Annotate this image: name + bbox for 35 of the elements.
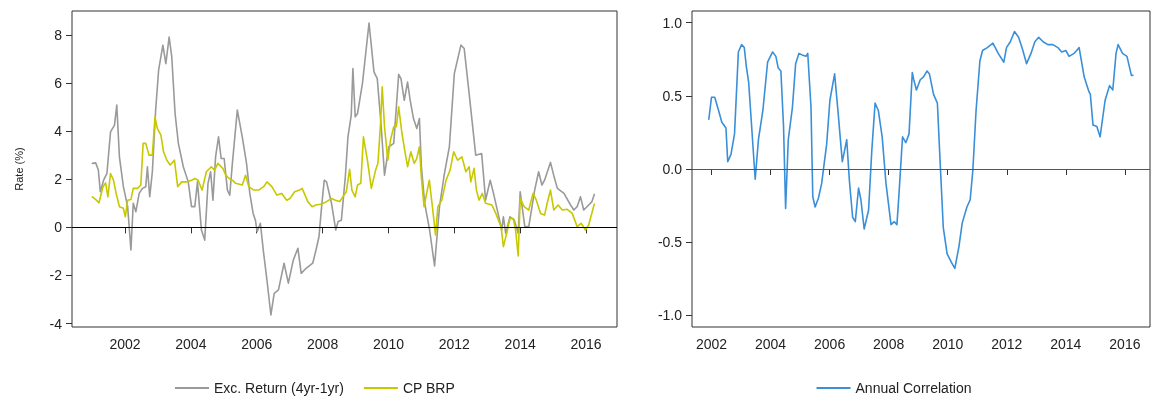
y-tick-label: 0.0 [662, 161, 683, 177]
x-tick-label: 2012 [438, 336, 471, 352]
x-tick-label: 2016 [1109, 336, 1141, 352]
x-tick-label: 2014 [1050, 336, 1082, 352]
y-tick-label: 6 [54, 74, 63, 91]
legend-label: Annual Correlation [855, 380, 972, 396]
x-tick-label: 2006 [814, 336, 846, 352]
y-tick-label: 1.0 [662, 14, 683, 31]
y-tick-label: -1.0 [657, 307, 683, 324]
y-tick-label: -2 [49, 267, 63, 284]
y-tick-label: 0 [54, 219, 63, 236]
y-tick-label: -4 [49, 315, 63, 332]
x-tick-label: 2004 [754, 336, 787, 352]
x-tick-label: 2010 [932, 336, 964, 352]
x-tick-label: 2014 [504, 336, 536, 352]
legend-label: Exc. Return (4yr-1yr) [213, 380, 344, 396]
legend-label: CP BRP [402, 380, 455, 396]
x-tick-label: 2008 [873, 336, 905, 352]
y-axis-title: Rate (%) [12, 147, 25, 191]
x-tick-label: 2008 [307, 336, 339, 352]
x-tick-label: 2016 [570, 336, 602, 352]
line-series [91, 22, 596, 316]
y-tick-label: 2 [54, 171, 63, 188]
x-tick-label: 2012 [991, 336, 1023, 352]
line-series [708, 30, 1134, 270]
y-tick-label: 4 [54, 123, 63, 140]
y-tick-label: 0.5 [662, 87, 683, 104]
x-tick-label: 2002 [695, 336, 728, 352]
x-tick-label: 2004 [175, 336, 207, 352]
y-tick-label: -0.5 [657, 234, 683, 251]
x-tick-label: 2010 [372, 336, 405, 352]
line-series [91, 86, 596, 257]
x-tick-label: 2006 [241, 336, 273, 352]
x-tick-label: 2002 [109, 336, 141, 352]
y-tick-label: 8 [54, 26, 63, 43]
